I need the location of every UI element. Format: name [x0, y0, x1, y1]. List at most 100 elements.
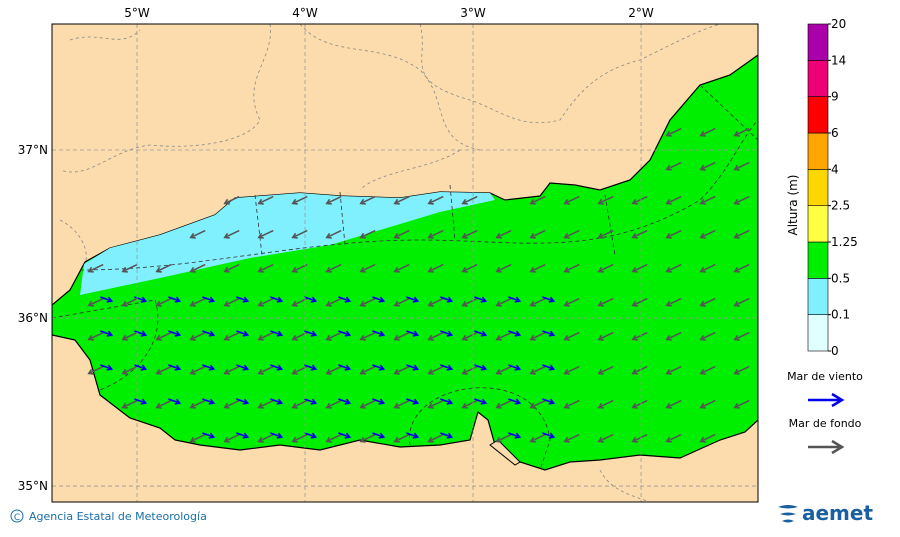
copyright-icon — [10, 509, 24, 523]
arrow — [529, 433, 546, 443]
arrow — [597, 263, 614, 273]
arrow — [665, 195, 682, 205]
arrow — [236, 398, 250, 405]
arrow — [495, 331, 512, 341]
arrow — [406, 398, 420, 405]
arrow — [427, 195, 444, 205]
arrow — [529, 229, 546, 239]
arrow — [87, 331, 104, 341]
arrow — [733, 195, 750, 205]
arrow — [699, 297, 716, 307]
arrow — [665, 297, 682, 307]
colorbar-band — [807, 23, 829, 61]
arrow — [461, 331, 478, 341]
arrow — [699, 365, 716, 375]
arrow — [87, 365, 104, 375]
arrow — [495, 297, 512, 307]
arrow — [121, 331, 138, 341]
arrow — [372, 432, 386, 439]
arrow — [542, 296, 556, 303]
arrow — [597, 433, 614, 443]
lon-label: 3°W — [460, 6, 486, 20]
arrow — [100, 296, 114, 303]
arrow — [257, 263, 274, 273]
arrow — [631, 195, 648, 205]
arrow — [393, 263, 410, 273]
colorbar-band — [807, 60, 829, 97]
arrow — [257, 331, 274, 341]
arrow — [304, 432, 318, 439]
arrow — [733, 399, 750, 409]
arrow — [257, 365, 274, 375]
arrow — [406, 296, 420, 303]
colorbar-band — [807, 96, 829, 134]
arrow — [121, 365, 138, 375]
arrow — [733, 331, 750, 341]
arrow — [257, 195, 274, 205]
arrow — [542, 432, 556, 439]
arrow — [393, 433, 410, 443]
arrow — [699, 331, 716, 341]
arrow — [631, 399, 648, 409]
colorbar-band — [807, 169, 829, 206]
arrow — [427, 399, 444, 409]
arrow — [236, 364, 250, 371]
colorbar-band — [807, 205, 829, 243]
arrow — [461, 229, 478, 239]
colorbar-label: 4 — [831, 162, 839, 176]
arrow — [508, 330, 522, 337]
lat-label: 37°N — [18, 143, 48, 157]
arrow — [474, 364, 488, 371]
arrow — [699, 433, 716, 443]
arrow — [597, 331, 614, 341]
arrow — [202, 432, 216, 439]
legend-label: Mar de fondo — [789, 417, 862, 430]
arrow — [665, 399, 682, 409]
arrow — [202, 364, 216, 371]
arrow — [168, 364, 182, 371]
colorbar-band — [807, 278, 829, 315]
arrow — [495, 433, 512, 443]
arrow — [100, 364, 114, 371]
map — [52, 24, 758, 502]
arrow — [236, 296, 250, 303]
arrow — [257, 399, 274, 409]
arrow — [563, 263, 580, 273]
peninsula — [489, 439, 521, 466]
arrow — [304, 330, 318, 337]
arrow — [257, 297, 274, 307]
arrow — [529, 263, 546, 273]
arrow — [325, 331, 342, 341]
colorbar-label: 2.5 — [831, 199, 850, 213]
legend: Mar de viento Mar de fondo — [787, 370, 863, 455]
arrow — [189, 365, 206, 375]
arrow — [733, 229, 750, 239]
arrow — [223, 399, 240, 409]
arrow — [733, 127, 750, 137]
lon-label: 2°W — [628, 6, 654, 20]
arrow — [440, 296, 454, 303]
arrow — [223, 195, 240, 205]
arrow — [372, 330, 386, 337]
arrow — [121, 263, 138, 273]
arrow — [372, 296, 386, 303]
arrow — [631, 331, 648, 341]
map-frame — [51, 23, 759, 503]
arrow — [427, 365, 444, 375]
arrow — [563, 195, 580, 205]
arrow — [393, 297, 410, 307]
arrow — [359, 297, 376, 307]
arrow — [325, 195, 342, 205]
arrow — [270, 432, 284, 439]
arrow — [440, 398, 454, 405]
borders — [59, 24, 721, 502]
arrow — [733, 297, 750, 307]
arrow — [325, 433, 342, 443]
arrow — [189, 263, 206, 273]
low-wave-zone — [80, 192, 495, 295]
logo-icon — [778, 505, 798, 523]
arrow — [304, 398, 318, 405]
arrow — [338, 398, 352, 405]
credit: Agencia Estatal de Meteorología — [29, 510, 207, 523]
